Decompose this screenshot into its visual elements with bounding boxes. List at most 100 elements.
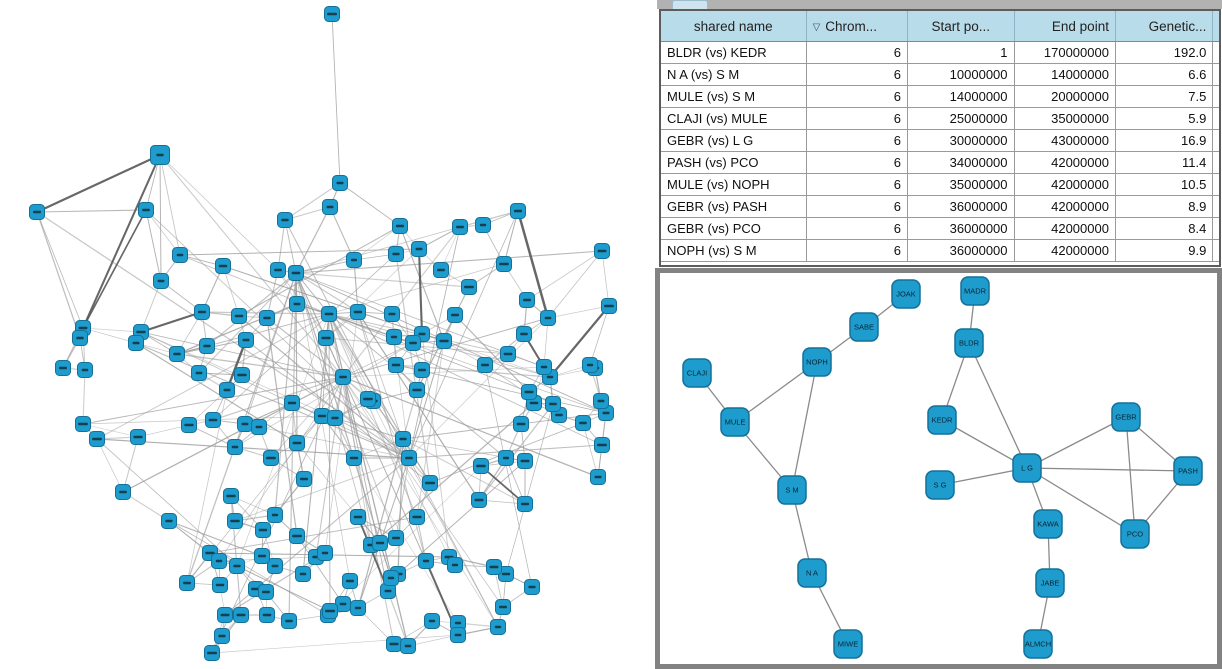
network-node[interactable]: [594, 243, 610, 259]
network-node[interactable]: [212, 577, 228, 593]
table-cell[interactable]: 35000000: [1013, 107, 1116, 130]
network-node[interactable]: [342, 573, 358, 589]
network-node[interactable]: [477, 357, 493, 373]
table-cell[interactable]: NOPH (vs) S M: [661, 239, 807, 262]
table-cell[interactable]: 1: [907, 41, 1015, 64]
table-cell[interactable]: 42000000: [1013, 195, 1116, 218]
network-node[interactable]: [510, 203, 526, 219]
table-cell[interactable]: [1212, 173, 1219, 196]
table-cell[interactable]: CLAJI (vs) MULE: [661, 107, 807, 130]
table-cell[interactable]: 42000000: [1013, 173, 1116, 196]
subnetwork-node-JABE[interactable]: JABE: [1035, 568, 1065, 598]
table-cell[interactable]: [1212, 151, 1219, 174]
table-cell[interactable]: 9.9: [1114, 239, 1213, 262]
network-node[interactable]: [471, 492, 487, 508]
table-cell[interactable]: [1212, 195, 1219, 218]
network-node[interactable]: [322, 199, 338, 215]
network-node[interactable]: [288, 265, 304, 281]
network-node[interactable]: [401, 450, 417, 466]
table-row[interactable]: PASH (vs) PCO 6 34000000 42000000 11.4: [661, 151, 1219, 174]
network-node[interactable]: [498, 566, 514, 582]
table-cell[interactable]: 25000000: [907, 107, 1015, 130]
main-network-panel[interactable]: [0, 0, 655, 669]
table-cell[interactable]: BLDR (vs) KEDR: [661, 41, 807, 64]
table-row[interactable]: NOPH (vs) S M 6 36000000 42000000 9.9: [661, 239, 1219, 262]
network-node[interactable]: [205, 412, 221, 428]
network-node[interactable]: [601, 298, 617, 314]
network-node[interactable]: [498, 450, 514, 466]
table-cell[interactable]: 14000000: [1013, 63, 1116, 86]
column-header-chrom-[interactable]: ▽ Chrom...: [805, 11, 908, 42]
table-cell[interactable]: MULE (vs) S M: [661, 85, 807, 108]
network-node[interactable]: [267, 507, 283, 523]
network-node[interactable]: [386, 636, 402, 652]
network-node[interactable]: [350, 600, 366, 616]
subnetwork-node-BLDR[interactable]: BLDR: [954, 328, 984, 358]
table-cell[interactable]: 30000000: [907, 129, 1015, 152]
network-node[interactable]: [350, 509, 366, 525]
table-cell[interactable]: 36000000: [907, 239, 1015, 262]
table-cell[interactable]: [1212, 239, 1219, 262]
network-node[interactable]: [436, 333, 452, 349]
network-node[interactable]: [496, 256, 512, 272]
network-node[interactable]: [289, 528, 305, 544]
network-node[interactable]: [475, 217, 491, 233]
network-node[interactable]: [424, 613, 440, 629]
network-node[interactable]: [536, 359, 552, 375]
table-cell[interactable]: [1212, 63, 1219, 86]
network-node[interactable]: [582, 357, 598, 373]
network-node[interactable]: [524, 579, 540, 595]
table-cell[interactable]: 36000000: [907, 217, 1015, 240]
table-row[interactable]: N A (vs) S M 6 10000000 14000000 6.6: [661, 63, 1219, 86]
network-node[interactable]: [284, 395, 300, 411]
network-node[interactable]: [517, 453, 533, 469]
table-cell[interactable]: 43000000: [1013, 129, 1116, 152]
network-node[interactable]: [321, 306, 337, 322]
network-node[interactable]: [115, 484, 131, 500]
network-node[interactable]: [519, 292, 535, 308]
table-cell[interactable]: 8.4: [1114, 217, 1213, 240]
network-node[interactable]: [411, 241, 427, 257]
network-node[interactable]: [172, 247, 188, 263]
table-cell[interactable]: 6: [805, 63, 908, 86]
network-node[interactable]: [332, 175, 348, 191]
network-node[interactable]: [231, 308, 247, 324]
network-node[interactable]: [227, 513, 243, 529]
network-node[interactable]: [191, 365, 207, 381]
network-node[interactable]: [346, 450, 362, 466]
network-node[interactable]: [400, 638, 416, 654]
network-node[interactable]: [473, 458, 489, 474]
network-node[interactable]: [521, 384, 537, 400]
table-cell[interactable]: 20000000: [1013, 85, 1116, 108]
network-node[interactable]: [409, 509, 425, 525]
network-node[interactable]: [233, 607, 249, 623]
table-cell[interactable]: GEBR (vs) PASH: [661, 195, 807, 218]
network-node[interactable]: [238, 332, 254, 348]
network-node[interactable]: [384, 306, 400, 322]
network-node[interactable]: [383, 570, 399, 586]
network-node[interactable]: [215, 258, 231, 274]
network-node[interactable]: [217, 607, 233, 623]
table-cell[interactable]: 34000000: [907, 151, 1015, 174]
table-cell[interactable]: 6: [805, 85, 908, 108]
network-node[interactable]: [199, 338, 215, 354]
table-cell[interactable]: PASH (vs) PCO: [661, 151, 807, 174]
column-header-end-point[interactable]: End point: [1013, 11, 1116, 42]
network-node[interactable]: [545, 396, 561, 412]
table-cell[interactable]: 14000000: [907, 85, 1015, 108]
subnetwork-node-L-G[interactable]: L G: [1012, 453, 1042, 483]
network-node[interactable]: [289, 435, 305, 451]
network-node[interactable]: [150, 145, 170, 165]
table-cell[interactable]: 35000000: [907, 173, 1015, 196]
table-cell[interactable]: 10.5: [1114, 173, 1213, 196]
network-node[interactable]: [277, 212, 293, 228]
network-node[interactable]: [335, 596, 351, 612]
network-node[interactable]: [270, 262, 286, 278]
column-header-shared-name[interactable]: shared name: [661, 11, 807, 42]
network-node[interactable]: [75, 416, 91, 432]
network-node[interactable]: [450, 627, 466, 643]
table-cell[interactable]: 42000000: [1013, 151, 1116, 174]
network-node[interactable]: [590, 469, 606, 485]
network-node[interactable]: [211, 553, 227, 569]
subnetwork-node-S-M[interactable]: S M: [777, 475, 807, 505]
